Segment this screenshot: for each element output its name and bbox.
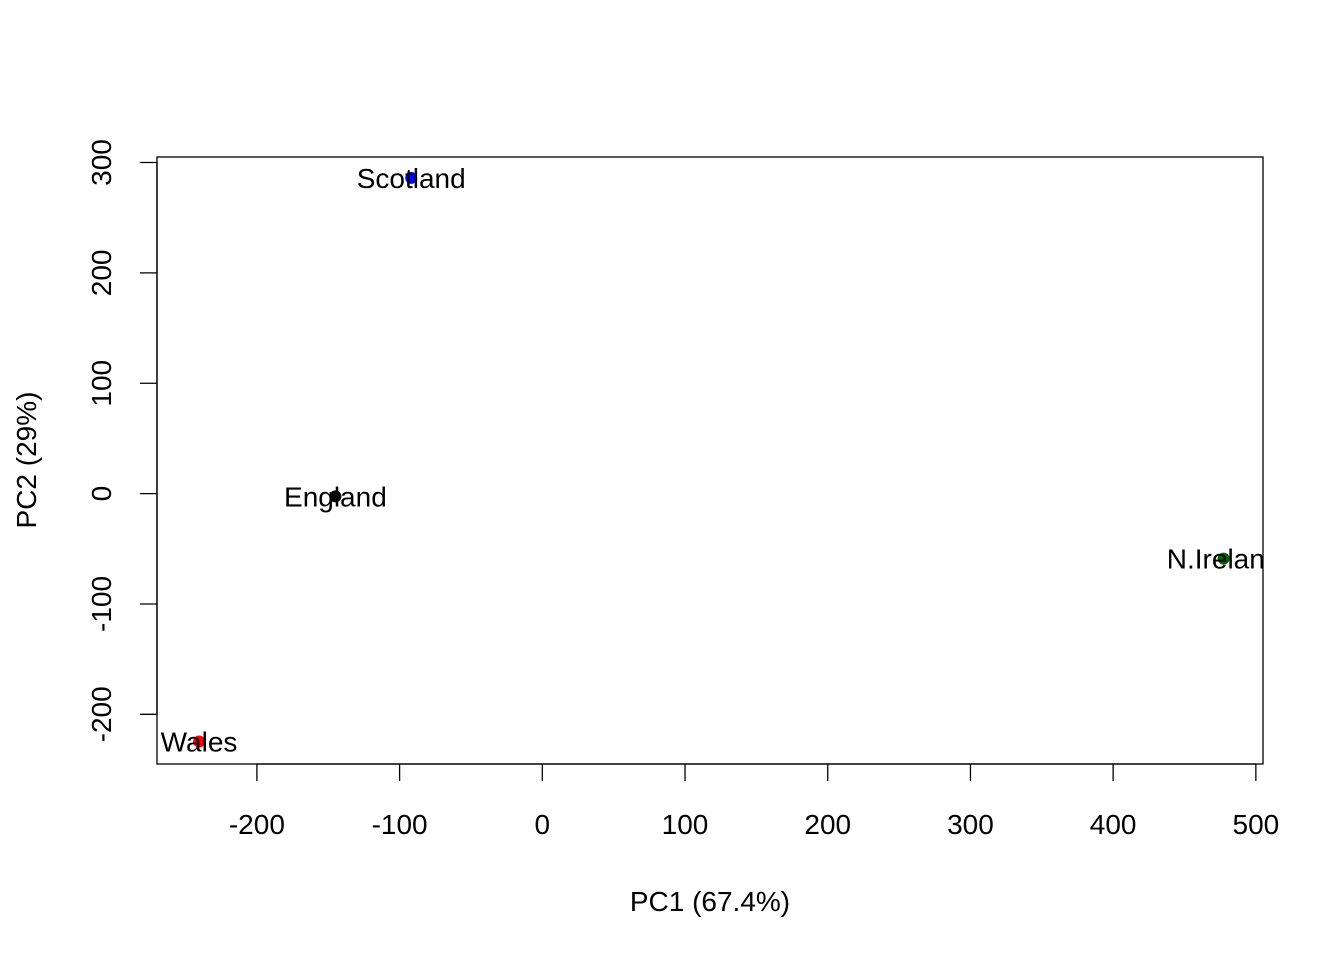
data-point — [329, 490, 342, 503]
plot-box — [156, 156, 1264, 765]
x-tick-label: 500 — [1233, 809, 1280, 840]
y-tick-label: 0 — [86, 486, 117, 502]
data-point — [405, 171, 418, 184]
y-tick-label: 100 — [86, 360, 117, 407]
data-point-label: Scotland — [357, 163, 466, 194]
y-tick-label: 200 — [86, 250, 117, 297]
x-tick-label: -200 — [229, 809, 285, 840]
x-tick-label: 100 — [662, 809, 709, 840]
data-point-label: N.Ireland — [1167, 544, 1281, 575]
data-point-label: Wales — [161, 727, 238, 758]
y-tick-label: 300 — [86, 139, 117, 186]
y-tick-label: -100 — [86, 576, 117, 632]
x-axis-title: PC1 (67.4%) — [630, 886, 790, 917]
point-labels: England Wales Scotland N.Ireland — [161, 163, 1281, 758]
y-axis: -200 -100 0 100 200 300 — [86, 139, 158, 742]
y-axis-title: PC2 (29%) — [11, 392, 42, 529]
data-points — [193, 171, 1230, 748]
data-point-label: England — [284, 481, 387, 512]
y-tick-label: -200 — [86, 686, 117, 742]
x-tick-label: -100 — [372, 809, 428, 840]
x-tick-label: 300 — [947, 809, 994, 840]
x-tick-label: 200 — [804, 809, 851, 840]
x-axis: -200 -100 0 100 200 300 400 500 — [229, 763, 1280, 840]
data-point — [1217, 552, 1230, 565]
data-point — [193, 735, 206, 748]
x-tick-label: 0 — [535, 809, 551, 840]
x-tick-label: 400 — [1090, 809, 1137, 840]
